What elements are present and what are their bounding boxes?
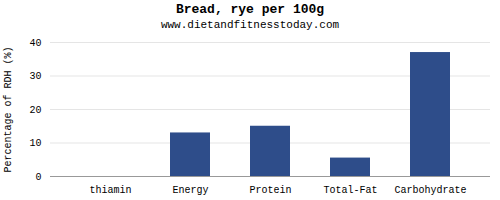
svg-text:Energy: Energy: [172, 185, 208, 196]
html-text:www.dietandfitnesstoday.com: www.dietandfitnesstoday.com: [160, 19, 340, 31]
svg-text:Protein: Protein: [249, 185, 291, 196]
svg-text:40: 40: [29, 38, 41, 49]
svg-text:Percentage of RDH (%): Percentage of RDH (%): [3, 46, 14, 172]
svg-text:0: 0: [35, 172, 41, 183]
html-text:Bread, rye per 100g: Bread, rye per 100g: [175, 2, 325, 17]
svg-text:Total-Fat: Total-Fat: [323, 185, 377, 196]
svg-text:Carbohydrate: Carbohydrate: [394, 185, 466, 196]
svg-text:20: 20: [29, 105, 41, 116]
svg-text:30: 30: [29, 71, 41, 82]
svg-text:thiamin: thiamin: [89, 185, 131, 196]
svg-text:10: 10: [29, 138, 41, 149]
